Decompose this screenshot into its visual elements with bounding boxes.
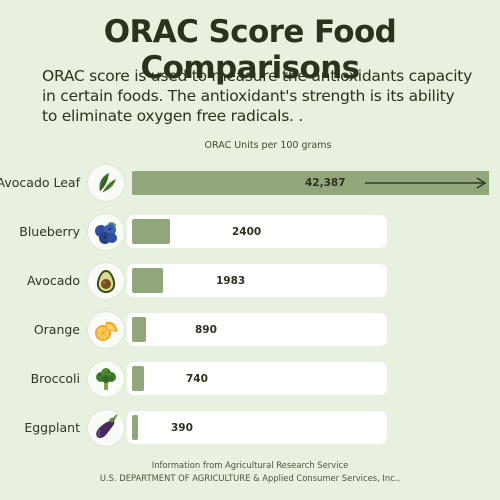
value-label: 2400 (232, 226, 262, 238)
value-label: 390 (171, 422, 193, 434)
bar (132, 219, 170, 244)
broccoli-icon (88, 361, 124, 397)
footer-org: U.S. DEPARTMENT OF AGRICULTURE & Applied… (99, 473, 401, 483)
bar (132, 317, 147, 342)
category-label: Broccoli (30, 371, 80, 386)
chart-row: Eggplant 390 (0, 408, 500, 448)
value-label: 740 (186, 373, 208, 385)
category-label: Avocado Leaf (0, 175, 80, 190)
chart-row: Orange 890 (0, 310, 500, 350)
value-label: 1983 (216, 275, 246, 287)
chart-row: Broccoli 740 (0, 359, 500, 399)
value-label: 890 (195, 324, 217, 336)
unit-label: ORAC Units per 100 grams (204, 140, 332, 151)
bar (132, 415, 139, 440)
orange-slice-icon (88, 312, 124, 348)
page-subtitle: ORAC score is used to measure the antiox… (42, 67, 473, 125)
footer-source: Information from Agricultural Research S… (151, 460, 349, 470)
bar-track (127, 411, 387, 444)
bar-track (127, 264, 387, 297)
bar-track (127, 215, 387, 248)
category-label: Eggplant (24, 420, 80, 435)
chart-row: Blueberry 2400 (0, 212, 500, 252)
arrow-icon (365, 177, 487, 189)
value-label: 42,387 (305, 177, 346, 189)
eggplant-icon (88, 410, 124, 446)
bar-track (127, 362, 387, 395)
chart-row: Avocado Leaf 42,387 (0, 163, 500, 203)
category-label: Orange (33, 322, 80, 337)
bar-track (127, 313, 387, 346)
category-label: Avocado (27, 273, 80, 288)
page-title: ORAC Score Food Comparisons (103, 14, 397, 86)
avocado-icon (88, 263, 124, 299)
blueberry-icon (88, 214, 124, 250)
leaf-icon (88, 165, 124, 201)
chart-row: Avocado 1983 (0, 261, 500, 301)
bar (132, 268, 164, 293)
category-label: Blueberry (19, 224, 80, 239)
bar (132, 366, 144, 391)
